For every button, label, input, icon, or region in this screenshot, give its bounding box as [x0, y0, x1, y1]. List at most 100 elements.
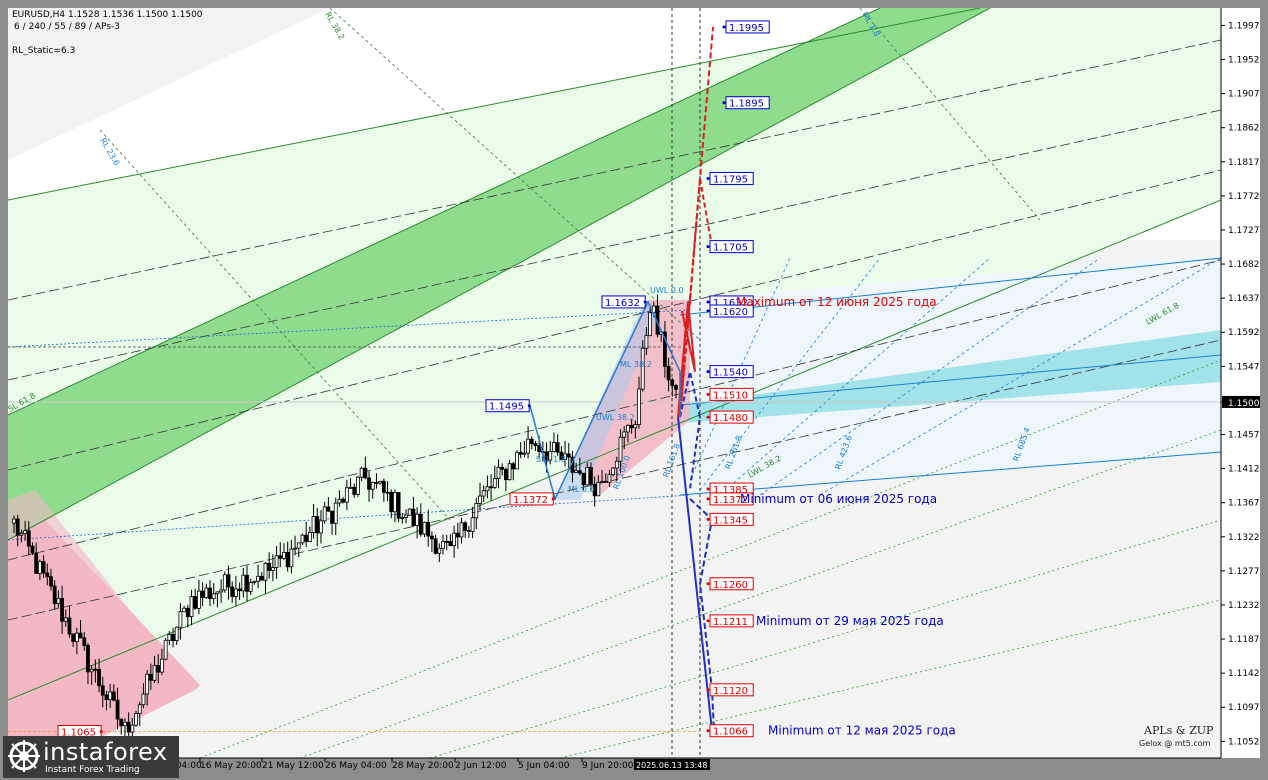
y-tick-label: 1.1772	[1228, 192, 1260, 202]
candle-body	[252, 580, 257, 583]
level-label: 1.1372	[513, 495, 548, 506]
level-label: 1.1895	[729, 99, 764, 110]
current-price-box	[1222, 395, 1260, 408]
instaforex-logo[interactable]: instaforex Instant Forex Trading	[3, 736, 179, 778]
candle-body	[174, 626, 179, 642]
candle-body	[611, 467, 616, 476]
annotation-label: Minimum от 12 мая 2025 года	[768, 724, 956, 738]
candle-body	[200, 590, 205, 598]
y-tick-label: 1.1862	[1228, 124, 1260, 134]
candle-body	[518, 451, 523, 455]
level-dot	[643, 300, 647, 304]
candle-body	[651, 305, 656, 314]
level-dot	[706, 392, 710, 396]
grey-zone-top	[8, 8, 330, 160]
candle-body	[171, 633, 175, 642]
candle-body	[141, 693, 146, 706]
candle-body	[23, 530, 27, 534]
candle-body	[145, 673, 150, 695]
long-dash-line-1	[8, 109, 1221, 381]
level-dot	[706, 487, 710, 491]
blue-fan-mid	[679, 354, 1221, 406]
channel-line-label: UWL 38.2	[596, 413, 635, 422]
channel-line-label: ML 0.0	[568, 485, 595, 494]
candle-body	[215, 591, 220, 595]
candle-body	[574, 470, 579, 473]
blue-dotted-top	[8, 309, 691, 348]
level-box	[709, 387, 754, 401]
candle-body	[130, 724, 135, 733]
candle-body	[485, 486, 490, 492]
candle-body	[82, 637, 87, 646]
candle-body	[304, 534, 309, 542]
candle-body	[500, 466, 505, 470]
x-tick-label: 2025.06.13 13:48	[636, 761, 707, 770]
candle-body	[256, 575, 260, 582]
x-tick-label: 9 Jun 20:00	[582, 761, 634, 771]
candle-body	[152, 665, 157, 681]
candle-body	[126, 721, 131, 733]
level-dot	[706, 309, 710, 313]
level-label: 1.1385	[713, 485, 748, 496]
candle-body	[585, 467, 590, 486]
candle-body	[100, 685, 105, 696]
level-box	[709, 304, 754, 318]
y-tick-label: 1.1952	[1228, 56, 1260, 66]
candle-body	[415, 513, 420, 526]
level-box	[725, 96, 770, 110]
candle-body	[285, 552, 290, 568]
light-channel-lower	[8, 199, 1221, 701]
plot-layer	[8, 8, 1221, 758]
red-forecast-main	[679, 26, 714, 418]
red-forecast-alt	[679, 178, 713, 418]
candle-body	[481, 490, 486, 497]
level-dot	[706, 370, 710, 374]
candle-body	[663, 331, 667, 367]
channel-line-label: SSL 1.8	[536, 455, 566, 464]
pink-zone-left-2	[8, 490, 185, 680]
candle-body	[182, 607, 187, 613]
candle-body	[193, 596, 198, 609]
candle-body	[363, 467, 368, 479]
blue-forecast-main	[677, 416, 713, 731]
candle-body	[197, 590, 201, 609]
candle-body	[119, 718, 124, 727]
level-box	[709, 512, 754, 526]
candle-body	[282, 552, 286, 559]
level-box	[709, 724, 754, 738]
candle-body	[448, 541, 453, 547]
level-box	[709, 365, 754, 379]
candle-body	[300, 534, 305, 544]
y-tick-label: 1.1322	[1228, 533, 1260, 543]
candle-body	[219, 589, 224, 593]
candle-body	[489, 486, 493, 489]
candle-body	[160, 658, 164, 673]
level-label: 1.1211	[713, 617, 748, 628]
level-dot	[706, 415, 710, 419]
lower-green-dotted-3	[559, 599, 1221, 758]
long-dash-line-3	[8, 259, 1221, 561]
annotation-label: Maximum от 12 июня 2025 года	[736, 295, 937, 309]
candle-body	[267, 562, 272, 571]
candle-body	[596, 481, 601, 497]
candle-body	[248, 582, 253, 592]
candle-body	[45, 572, 50, 578]
candle-body	[311, 516, 316, 533]
candle-body	[278, 555, 283, 559]
y-tick-label: 1.1547	[1228, 362, 1260, 372]
candle-body	[381, 480, 386, 493]
candle-body	[529, 438, 534, 445]
candle-body	[600, 480, 604, 483]
blue-fan-upper	[679, 257, 1221, 316]
level-box	[709, 240, 754, 254]
candle-body	[640, 347, 645, 390]
level-dot	[706, 582, 710, 586]
blue-fan-ray-1	[699, 257, 881, 491]
candle-body	[115, 699, 120, 720]
level-label: 1.1510	[713, 390, 748, 401]
candle-body	[293, 547, 297, 550]
light-green-channel	[8, 8, 1221, 700]
candle-body	[34, 552, 39, 574]
author-email: Gelox @ mt5.com	[1139, 739, 1211, 748]
